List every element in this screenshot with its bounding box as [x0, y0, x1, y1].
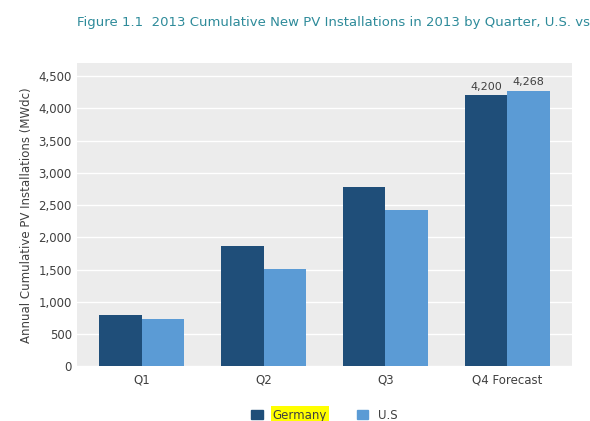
Bar — [264, 269, 306, 366]
Bar — [385, 210, 428, 366]
Text: 4,268: 4,268 — [513, 77, 545, 88]
Y-axis label: Annual Cumulative PV Installations (MWdc): Annual Cumulative PV Installations (MWdc… — [20, 87, 33, 343]
Legend: Germany, U.S: Germany, U.S — [251, 408, 398, 421]
Bar — [221, 246, 264, 366]
Bar — [507, 91, 550, 366]
Bar — [464, 96, 507, 366]
Bar — [99, 314, 142, 366]
Text: Figure 1.1  2013 Cumulative New PV Installations in 2013 by Quarter, U.S. vs.: Figure 1.1 2013 Cumulative New PV Instal… — [77, 16, 590, 29]
Bar — [142, 319, 185, 366]
Text: 4,200: 4,200 — [470, 82, 502, 92]
Bar — [343, 187, 385, 366]
